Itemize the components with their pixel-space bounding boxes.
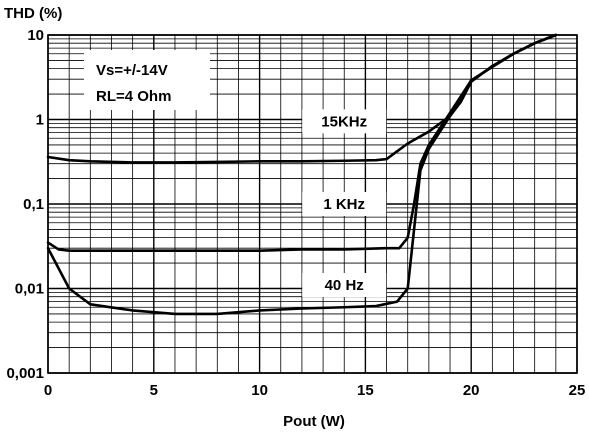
annotation-bg bbox=[84, 50, 210, 110]
y-axis-title: THD (%) bbox=[4, 5, 62, 22]
x-tick-label: 0 bbox=[44, 382, 52, 399]
series-line-2 bbox=[46, 33, 558, 316]
annotations: Vs=+/-14V RL=4 Ohm bbox=[84, 50, 210, 110]
series-lines bbox=[46, 33, 558, 316]
series-label-bg bbox=[302, 109, 387, 134]
y-tick-label: 10 bbox=[27, 27, 44, 44]
x-tick-label: 10 bbox=[251, 382, 268, 399]
annotation-0: Vs=+/-14V bbox=[96, 62, 168, 79]
annotation-1: RL=4 Ohm bbox=[96, 88, 171, 105]
series-labels: 15KHz 1 KHz 40 Hz bbox=[302, 109, 387, 297]
series-label-bg bbox=[302, 192, 387, 216]
plot-frame bbox=[47, 34, 578, 374]
y-tick-label: 1 bbox=[36, 112, 44, 129]
series-label-1: 1 KHz bbox=[323, 196, 365, 213]
series-label-0: 15KHz bbox=[321, 113, 367, 130]
series-label-2: 40 Hz bbox=[325, 277, 364, 294]
x-tick-label: 25 bbox=[569, 382, 586, 399]
series-label-bg bbox=[302, 273, 387, 297]
x-tick-label: 20 bbox=[463, 382, 480, 399]
x-axis-title: Pout (W) bbox=[283, 413, 345, 430]
tick-labels: 0,001 0,01 0,1 1 10 0 5 10 15 20 25 bbox=[6, 27, 585, 399]
x-tick-label: 15 bbox=[357, 382, 374, 399]
y-tick-label: 0,01 bbox=[15, 281, 44, 298]
y-tick-label: 0,001 bbox=[6, 365, 44, 382]
y-tick-label: 0,1 bbox=[23, 196, 44, 213]
x-tick-label: 5 bbox=[150, 382, 158, 399]
